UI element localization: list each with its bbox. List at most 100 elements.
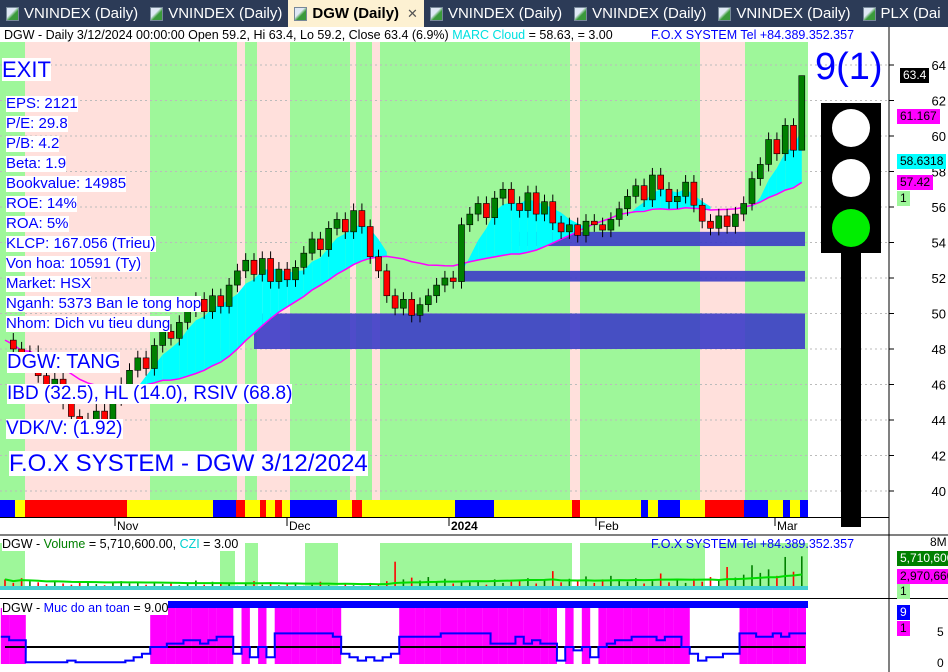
candle [557,222,565,233]
safety-fill [457,608,466,664]
x-tick-label: Mar [777,519,798,533]
candle [358,210,366,227]
cloud-segment [511,202,520,254]
volume-title: DGW - Volume = 5,710,600.00, CZI = 3.00 [2,537,239,551]
trend-strip-segment [705,500,744,517]
cloud-segment [561,212,570,240]
regime-band [237,42,245,500]
safety-fill [17,608,26,664]
x-tick-label: Feb [598,519,619,533]
volume-label: Volume [43,537,86,551]
safety-fill [258,608,267,664]
close-tab-icon[interactable]: ✕ [407,5,418,21]
candle [267,258,274,282]
y-tick-label: 48 [932,342,946,357]
tab-vnindex-3[interactable]: VNINDEX (Daily) [424,0,568,27]
y-tick-label: 40 [932,484,946,499]
safety-fill [540,608,549,664]
cloud-segment [760,180,769,203]
industry-label: Nganh: 5373 Ban le tong hop [6,295,202,312]
safety-fill [747,608,757,664]
candle [715,215,723,229]
candle [350,210,357,233]
safety-line [0,632,806,664]
cloud-segment [478,228,487,260]
cloud-label: MARC Cloud [452,28,526,42]
bookvalue-label: Bookvalue: 14985 [6,175,127,192]
candle [217,295,225,307]
cloud-segment [171,341,180,381]
candle [698,204,706,222]
candle [582,220,590,236]
vdk-label: VDK/V: (1.92) [6,418,123,439]
volume-contact: F.O.X SYSTEM Tel +84.389.352.357 [651,537,855,551]
candle [599,224,606,231]
candle [790,125,797,151]
safety-fill [183,608,192,664]
safety-fill [681,608,690,664]
safety-fill [772,608,782,664]
tab-vnindex-1[interactable]: VNINDEX (Daily) [0,0,144,27]
candle [341,219,349,233]
chart-icon [294,6,308,21]
tab-label: VNINDEX (Daily) [447,5,563,22]
traffic-light-yellow-off-icon [832,159,870,197]
group-label: Nhom: Dich vu tieu dung [6,315,171,332]
trend-strip-segment [580,500,641,517]
cloud-segment [146,365,155,385]
tab-dgw[interactable]: DGW (Daily) ✕ [288,0,424,27]
candle [159,330,166,346]
safety-axis-label: 5 [937,625,944,639]
cloud-segment [204,307,213,371]
volume-value: = 5,710,600.00, [85,537,180,551]
pe-label: P/E: 29.8 [6,115,68,132]
candle [458,224,465,282]
safety-fill [274,608,284,664]
cloud-segment [752,197,761,208]
y-tick-label: 56 [932,200,946,215]
candle [449,277,457,282]
candle [773,139,781,155]
cloud-tag: 58.6318 [897,154,947,169]
chart-icon [429,6,443,21]
cloud-segment [162,348,171,381]
klcp-label: KLCP: 167.056 (Trieu) [6,235,156,252]
cloud-segment [303,261,313,297]
support-zone [254,313,805,349]
x-tick-label: 2024 [451,519,478,533]
eps-label: EPS: 2121 [6,95,78,112]
volume-average-line [4,573,802,586]
trend-strip-segment [245,500,260,517]
tab-vnindex-2[interactable]: VNINDEX (Daily) [144,0,288,27]
candle [474,203,482,215]
volume-regime-band [620,543,705,590]
tab-vnindex-4[interactable]: VNINDEX (Daily) [568,0,712,27]
tab-vnindex-5[interactable]: VNINDEX (Daily) [712,0,856,27]
candle [541,201,548,215]
safety-fill [241,608,250,664]
cloud-segment [154,354,163,383]
trend-strip-segment [236,500,245,517]
close-price-tag: 63.4 [900,68,930,83]
safety-fill [465,608,474,664]
cloud-segment [768,167,777,198]
indicator-summary: IBD (32.5), HL (14.0), RSIV (68.8) [7,383,293,404]
candle [798,75,806,151]
support-zone [519,231,805,247]
candle [416,304,424,316]
cloud-segment [229,293,238,357]
candle [176,322,183,339]
ohlc-readout: DGW - Daily 3/12/2024 00:00:00 Open 59.2… [4,28,449,42]
tab-label: PLX (Dai [880,5,941,22]
candle [640,185,648,201]
tab-plx[interactable]: PLX (Dai [857,0,947,27]
safety-fill [158,608,167,664]
safety-fill [739,608,748,664]
volume-count-tag: 1 [897,584,910,599]
traffic-light-green-on-icon [832,209,870,247]
chart-icon [718,6,732,21]
cloud-value: = 58.63, = 3.00 [528,28,613,42]
safety-fill [449,608,458,664]
cloud-segment [635,202,645,212]
trend-strip-segment [658,500,680,517]
